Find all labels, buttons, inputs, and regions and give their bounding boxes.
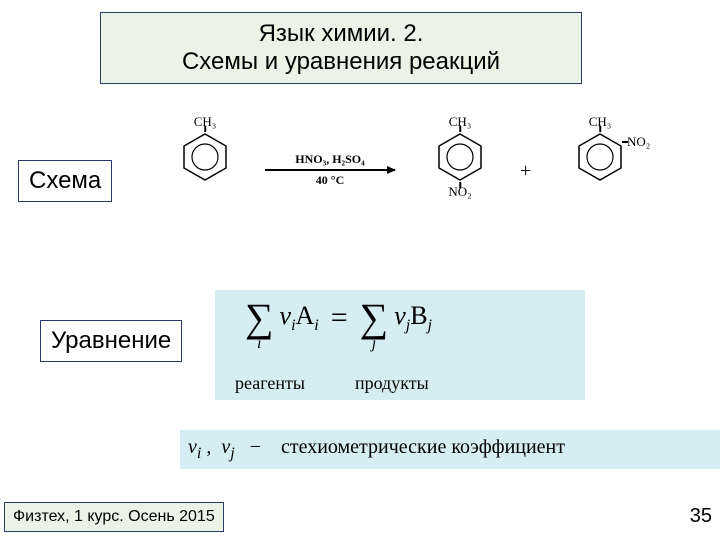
title-box: Язык химии. 2. Схемы и уравнения реакций: [100, 12, 582, 84]
product-para: CH₃ NO₂: [415, 132, 505, 182]
reaction-scheme: CH₃ HNO₃, H₂SO₄ 40 °C CH₃ NO₂ + C: [160, 110, 710, 250]
arrow-top-text: HNO₃, H₂SO₄: [260, 152, 400, 167]
product-ortho: CH₃ NO₂: [555, 132, 645, 182]
sigma-right: ∑j: [360, 298, 389, 338]
equation-label: Уравнение: [40, 320, 182, 362]
product2-ch3: CH₃: [589, 114, 612, 130]
footer: Физтех, 1 курс. Осень 2015: [4, 502, 224, 532]
title-line2: Схемы и уравнения реакций: [182, 48, 500, 76]
equation-formula: ∑i νiAi = ∑j νjBj: [245, 298, 432, 338]
product1-no2: NO₂: [448, 184, 471, 200]
plus-sign: +: [520, 160, 531, 183]
products-label: продукты: [355, 373, 429, 394]
title-line1: Язык химии. 2.: [259, 20, 424, 48]
product2-no2: NO₂: [627, 134, 650, 150]
reagents-label: реагенты: [235, 373, 305, 394]
reactant-toluene: CH₃: [160, 132, 250, 182]
coefficient-box: νi , νj − стехиометрические коэффициент: [180, 430, 720, 469]
schema-label: Схема: [18, 160, 112, 202]
reactant-ch3: CH₃: [194, 114, 217, 130]
sigma-left: ∑i: [245, 298, 274, 338]
coeff-text: стехиометрические коэффициент: [281, 436, 565, 458]
arrow-bottom-text: 40 °C: [260, 173, 400, 188]
reaction-arrow: HNO₃, H₂SO₄ 40 °C: [260, 152, 400, 188]
page-number: 35: [690, 505, 712, 528]
equation-box: ∑i νiAi = ∑j νjBj реагенты продукты: [215, 290, 585, 400]
product1-ch3: CH₃: [449, 114, 472, 130]
